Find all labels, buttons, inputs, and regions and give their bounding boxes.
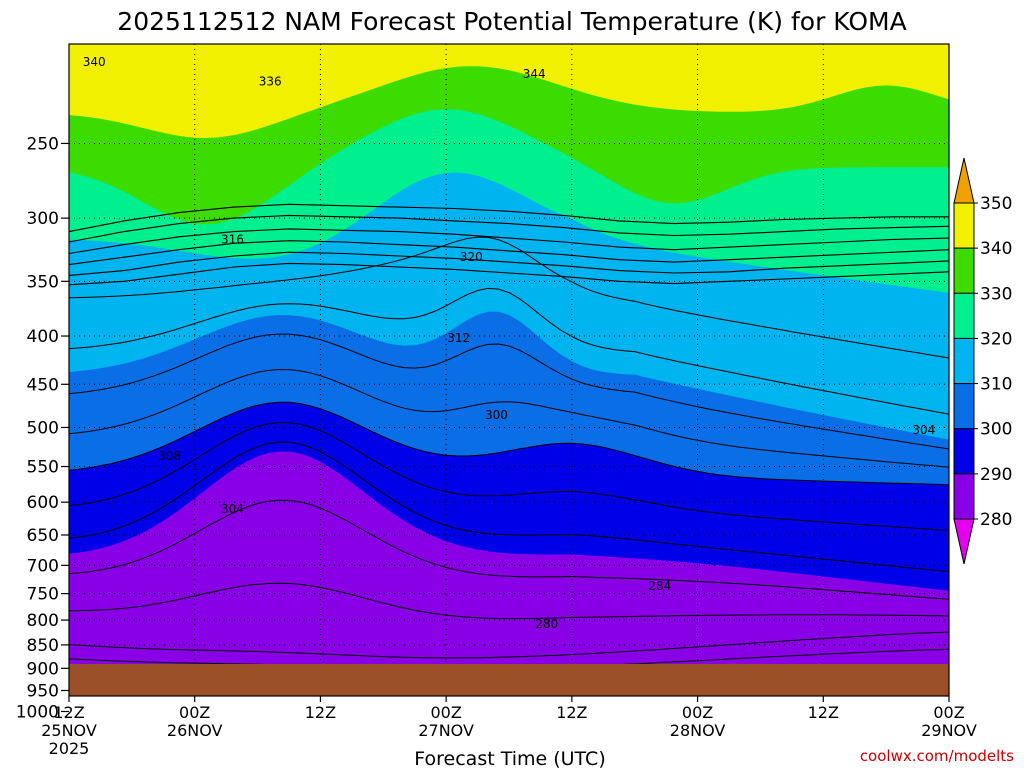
colorbar-label: 330 xyxy=(980,284,1012,304)
contour-line-304 xyxy=(69,368,949,468)
y-tick-label: 1000 xyxy=(16,703,59,723)
x-tick-date: 29NOV xyxy=(921,721,977,740)
contour-line-312 xyxy=(69,287,949,415)
contour-label-text: 280 xyxy=(535,617,558,631)
colorbar-label: 310 xyxy=(980,375,1012,395)
x-tick-label: 00Z xyxy=(179,703,210,722)
y-tick-label: 750 xyxy=(27,585,59,605)
colorbar-arrow-top xyxy=(953,157,975,204)
x-tick-label: 12Z xyxy=(808,703,839,722)
credit-text: coolwx.com/modelts xyxy=(860,747,1014,765)
contour-label-text: 304 xyxy=(221,502,244,516)
y-tick-label: 700 xyxy=(27,556,59,576)
contour-line-300 xyxy=(69,401,949,486)
contour-label-text: 308 xyxy=(158,449,181,463)
y-tick-label: 300 xyxy=(27,209,59,229)
contour-line-336 xyxy=(69,214,949,243)
y-tick-label: 550 xyxy=(27,458,59,478)
colorbar-label: 280 xyxy=(980,510,1012,530)
contour-line-324 xyxy=(69,251,949,276)
colorbar-segment xyxy=(953,247,975,294)
contour-line-316 xyxy=(69,236,949,359)
x-tick-label: 12Z xyxy=(53,703,84,722)
y-tick-label: 950 xyxy=(27,681,59,701)
y-tick-label: 900 xyxy=(27,659,59,679)
colorbar-label: 320 xyxy=(980,329,1012,349)
colorbar-label: 350 xyxy=(980,194,1012,214)
x-tick-label: 12Z xyxy=(556,703,587,722)
y-tick-label: 450 xyxy=(27,375,59,395)
contour-line-288 xyxy=(69,499,949,600)
x-tick-label: 12Z xyxy=(305,703,336,722)
y-tick-label: 800 xyxy=(27,611,59,631)
contour-label: 312 xyxy=(447,331,470,345)
colorbar-segment xyxy=(953,202,975,249)
contour-label-text: 304 xyxy=(912,423,935,437)
plot-frame xyxy=(68,43,950,697)
x-tick-label: 00Z xyxy=(682,703,713,722)
x-tick-label: 00Z xyxy=(430,703,461,722)
colorbar-label: 300 xyxy=(980,420,1012,440)
x-axis-label: Forecast Time (UTC) xyxy=(414,748,605,768)
contour-label: 300 xyxy=(485,408,508,422)
contour-label: 304 xyxy=(912,423,935,437)
contour-line-280 xyxy=(69,631,949,659)
colorbar-segment xyxy=(953,473,975,520)
colorbar-segment xyxy=(953,337,975,385)
band-fill-290 xyxy=(69,451,949,696)
contour-line-320 xyxy=(69,262,949,286)
contour-label: 316 xyxy=(221,232,244,246)
colorbar-segment xyxy=(953,383,975,430)
x-tick-date: 25NOV xyxy=(41,721,97,740)
contour-label: 336 xyxy=(259,75,282,89)
contour-line-328 xyxy=(69,240,949,266)
colorbar-label: 290 xyxy=(980,465,1012,485)
terrain-fill xyxy=(69,664,949,696)
y-tick-label: 350 xyxy=(27,272,59,292)
y-tick-label: 500 xyxy=(27,418,59,438)
colorbar-segment xyxy=(953,292,975,339)
contour-line-308 xyxy=(69,333,949,450)
contour-label: 308 xyxy=(158,449,181,463)
contour-line-284 xyxy=(69,582,949,620)
contour-label-text: 340 xyxy=(83,55,106,69)
contour-label: 320 xyxy=(460,250,483,264)
contour-label: 344 xyxy=(523,67,546,81)
x-tick-year: 2025 xyxy=(49,739,90,758)
y-tick-label: 650 xyxy=(27,526,59,546)
contour-label-text: 316 xyxy=(221,232,244,246)
chart-title: 2025112512 NAM Forecast Potential Temper… xyxy=(117,7,906,36)
contour-label: 304 xyxy=(221,502,244,516)
colorbar-arrow-bottom xyxy=(953,518,975,565)
contour-label-text: 284 xyxy=(648,579,671,593)
contour-line-296 xyxy=(69,422,949,531)
y-tick-label: 400 xyxy=(27,327,59,347)
contour-label-text: 300 xyxy=(485,408,508,422)
colorbar-label: 340 xyxy=(980,239,1012,259)
y-tick-label: 850 xyxy=(27,636,59,656)
contour-label-text: 336 xyxy=(259,75,282,89)
x-tick-date: 26NOV xyxy=(167,721,223,740)
contour-label-text: 312 xyxy=(447,331,470,345)
contour-label: 340 xyxy=(83,55,106,69)
contour-label-text: 320 xyxy=(460,250,483,264)
plot-area xyxy=(69,44,949,696)
colorbar-segment xyxy=(953,428,975,475)
y-tick-label: 600 xyxy=(27,493,59,513)
contour-line-332 xyxy=(69,228,949,255)
contour-line-340 xyxy=(69,203,949,233)
contour-label: 284 xyxy=(648,579,671,593)
x-tick-date: 27NOV xyxy=(418,721,474,740)
contour-label: 280 xyxy=(535,617,558,631)
y-tick-label: 250 xyxy=(27,134,59,154)
x-tick-date: 28NOV xyxy=(670,721,726,740)
x-tick-label: 00Z xyxy=(933,703,964,722)
contour-label-text: 344 xyxy=(523,67,546,81)
